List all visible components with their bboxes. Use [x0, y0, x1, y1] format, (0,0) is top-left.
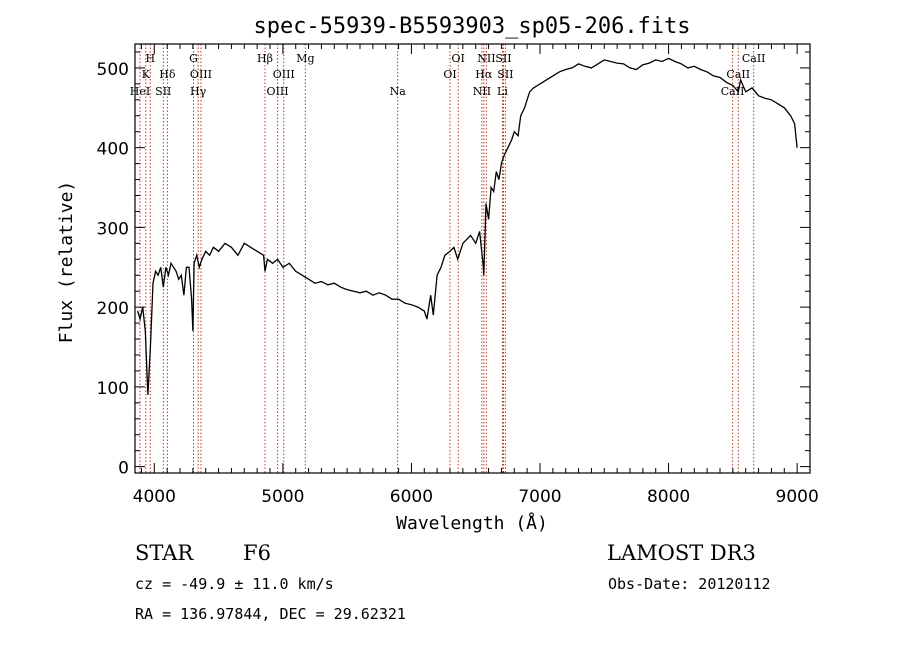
spectral-line-label: CaII	[726, 68, 750, 81]
spectral-line-label: OI	[443, 68, 456, 81]
spectral-line-label: Mg	[296, 52, 314, 65]
y-tick-label: 400	[97, 140, 129, 160]
tick-labels: 4000 5000 6000 7000 8000 9000 0 100 200 300 400 500	[97, 60, 819, 507]
x-tick-label: 7000	[518, 487, 561, 507]
spectral-line-label: Hδ	[159, 68, 176, 81]
spectral-line-label: CaII	[721, 85, 745, 98]
spectral-line-label: K	[142, 68, 151, 81]
x-tick-label: 6000	[390, 487, 433, 507]
spectral-line-label: HeI	[130, 85, 150, 98]
y-tick-label: 500	[97, 60, 129, 80]
spectral-line-label: CaII	[742, 52, 766, 65]
spectral-line-label: OIII	[273, 68, 295, 81]
x-tick-label: 8000	[647, 487, 690, 507]
plot-frame	[134, 43, 811, 474]
spectral-line-label: OI	[452, 52, 465, 65]
spectral-line-label: NII	[477, 52, 495, 65]
x-tick-label: 9000	[776, 487, 819, 507]
spectral-line-label: SII	[155, 85, 171, 98]
axis-ticks	[135, 44, 811, 473]
spectral-line-label: SII	[497, 68, 513, 81]
spectral-line-label: NII	[473, 85, 491, 98]
spectral-line-label: Hβ	[257, 52, 273, 65]
spectral-line-label: Li	[497, 85, 508, 98]
spectral-line-label: Na	[390, 85, 407, 98]
x-tick-label: 4000	[133, 487, 176, 507]
object-subclass: F6	[243, 541, 271, 565]
spectral-line-label: Hγ	[190, 85, 207, 98]
y-tick-label: 100	[97, 379, 129, 399]
spectral-line-label: OIII	[190, 68, 212, 81]
y-axis-label: Flux (relative)	[56, 181, 77, 344]
y-tick-label: 300	[97, 219, 129, 239]
coordinates-text: RA = 136.97844, DEC = 29.62321	[135, 605, 406, 623]
x-axis-label: Wavelength (Å)	[396, 512, 548, 534]
spectral-line-markers	[139, 44, 755, 473]
spectral-line-label: Hα	[475, 68, 493, 81]
y-tick-label: 0	[118, 459, 129, 479]
x-tick-label: 5000	[261, 487, 304, 507]
survey-name: LAMOST DR3	[607, 541, 756, 565]
obs-date-text: Obs-Date: 20120112	[608, 575, 771, 593]
spectral-line-label: SII	[495, 52, 511, 65]
spectral-line-label: G	[189, 52, 198, 65]
object-class: STAR	[135, 541, 194, 565]
spectrum-series-line	[136, 57, 798, 395]
spectral-line-label: H	[146, 52, 156, 65]
redshift-text: cz = -49.9 ± 11.0 km/s	[135, 575, 334, 593]
y-tick-label: 200	[97, 299, 129, 319]
chart-title: spec-55939-B5593903_sp05-206.fits	[253, 14, 690, 39]
spectral-line-label: OIII	[267, 85, 289, 98]
